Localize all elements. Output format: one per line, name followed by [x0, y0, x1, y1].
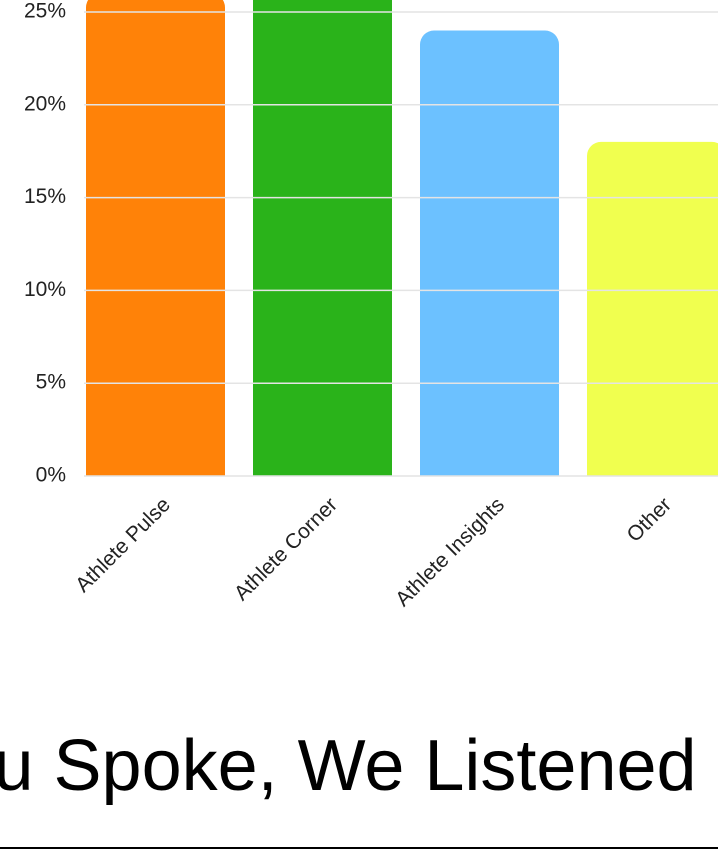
- x-tick-label: Athlete Corner: [230, 493, 342, 605]
- bar: [253, 0, 392, 476]
- y-tick-label: 25%: [24, 0, 66, 23]
- x-tick-label: Athlete Insights: [391, 493, 509, 611]
- y-tick-label: 10%: [24, 278, 66, 301]
- bar: [86, 0, 225, 476]
- y-tick-label: 5%: [36, 371, 66, 394]
- bar: [420, 30, 559, 477]
- y-tick-label: 0%: [36, 464, 66, 487]
- y-tick-label: 20%: [24, 92, 66, 115]
- x-tick-label: Other: [623, 493, 676, 546]
- x-tick-label: Athlete Pulse: [71, 493, 175, 597]
- y-tick-label: 15%: [24, 185, 66, 208]
- bar: [587, 141, 718, 476]
- heading: You Spoke, We Listened: [0, 726, 697, 806]
